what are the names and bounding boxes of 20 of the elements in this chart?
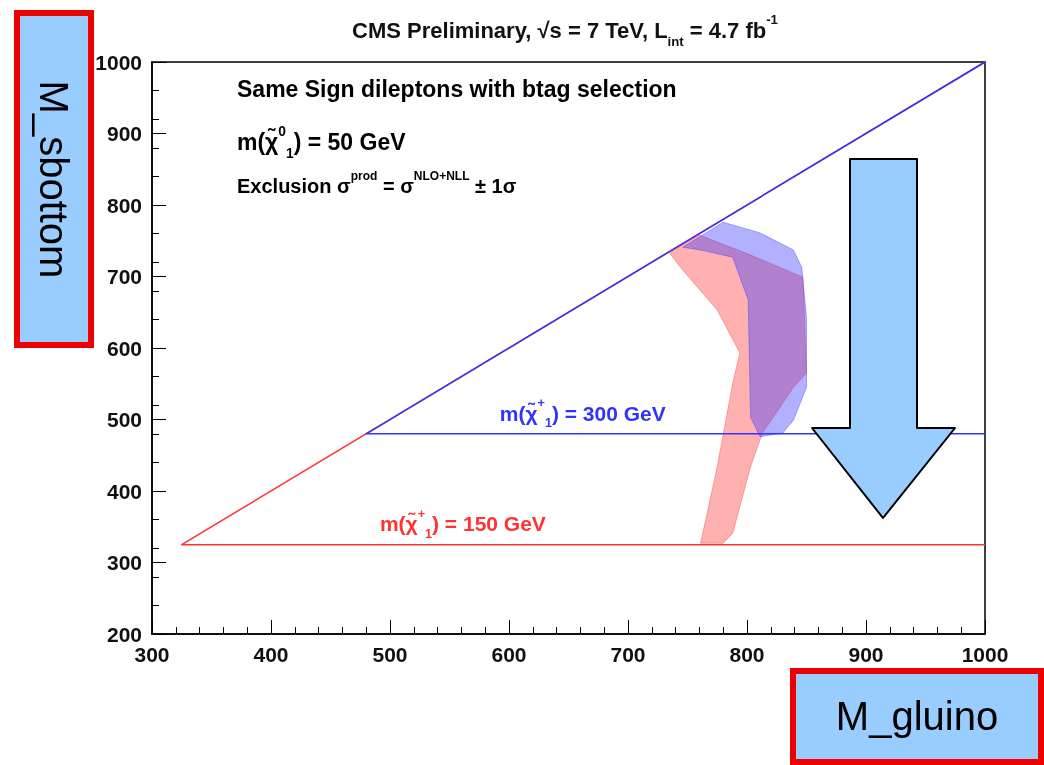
x-tick-label: 400: [253, 643, 289, 666]
annotation: Same Sign dileptons with btag selection: [237, 76, 677, 103]
y-tick-label: 600: [106, 336, 142, 360]
y-axis-title: M_sbottom: [31, 80, 77, 278]
x-tick-label: 700: [610, 643, 646, 666]
y-tick-label: 300: [106, 551, 142, 574]
x-tick-label: 600: [491, 643, 527, 666]
y-tick-label: 700: [106, 265, 142, 288]
y-tick-label: 500: [106, 408, 142, 431]
y-tick-label: 1000: [95, 50, 142, 74]
y-tick-label: 800: [106, 193, 142, 217]
x-tick-label: 900: [848, 643, 884, 666]
y-tick-label: 200: [106, 622, 142, 646]
x-axis-title: M_gluino: [790, 668, 1044, 765]
x-tick-label: 300: [134, 643, 170, 666]
y-tick-label: 900: [106, 122, 142, 145]
x-tick-label: 500: [372, 643, 408, 666]
x-tick-label: 800: [729, 643, 765, 666]
y-tick-label: 400: [106, 479, 142, 503]
x-tick-label: 1000: [961, 643, 1009, 666]
